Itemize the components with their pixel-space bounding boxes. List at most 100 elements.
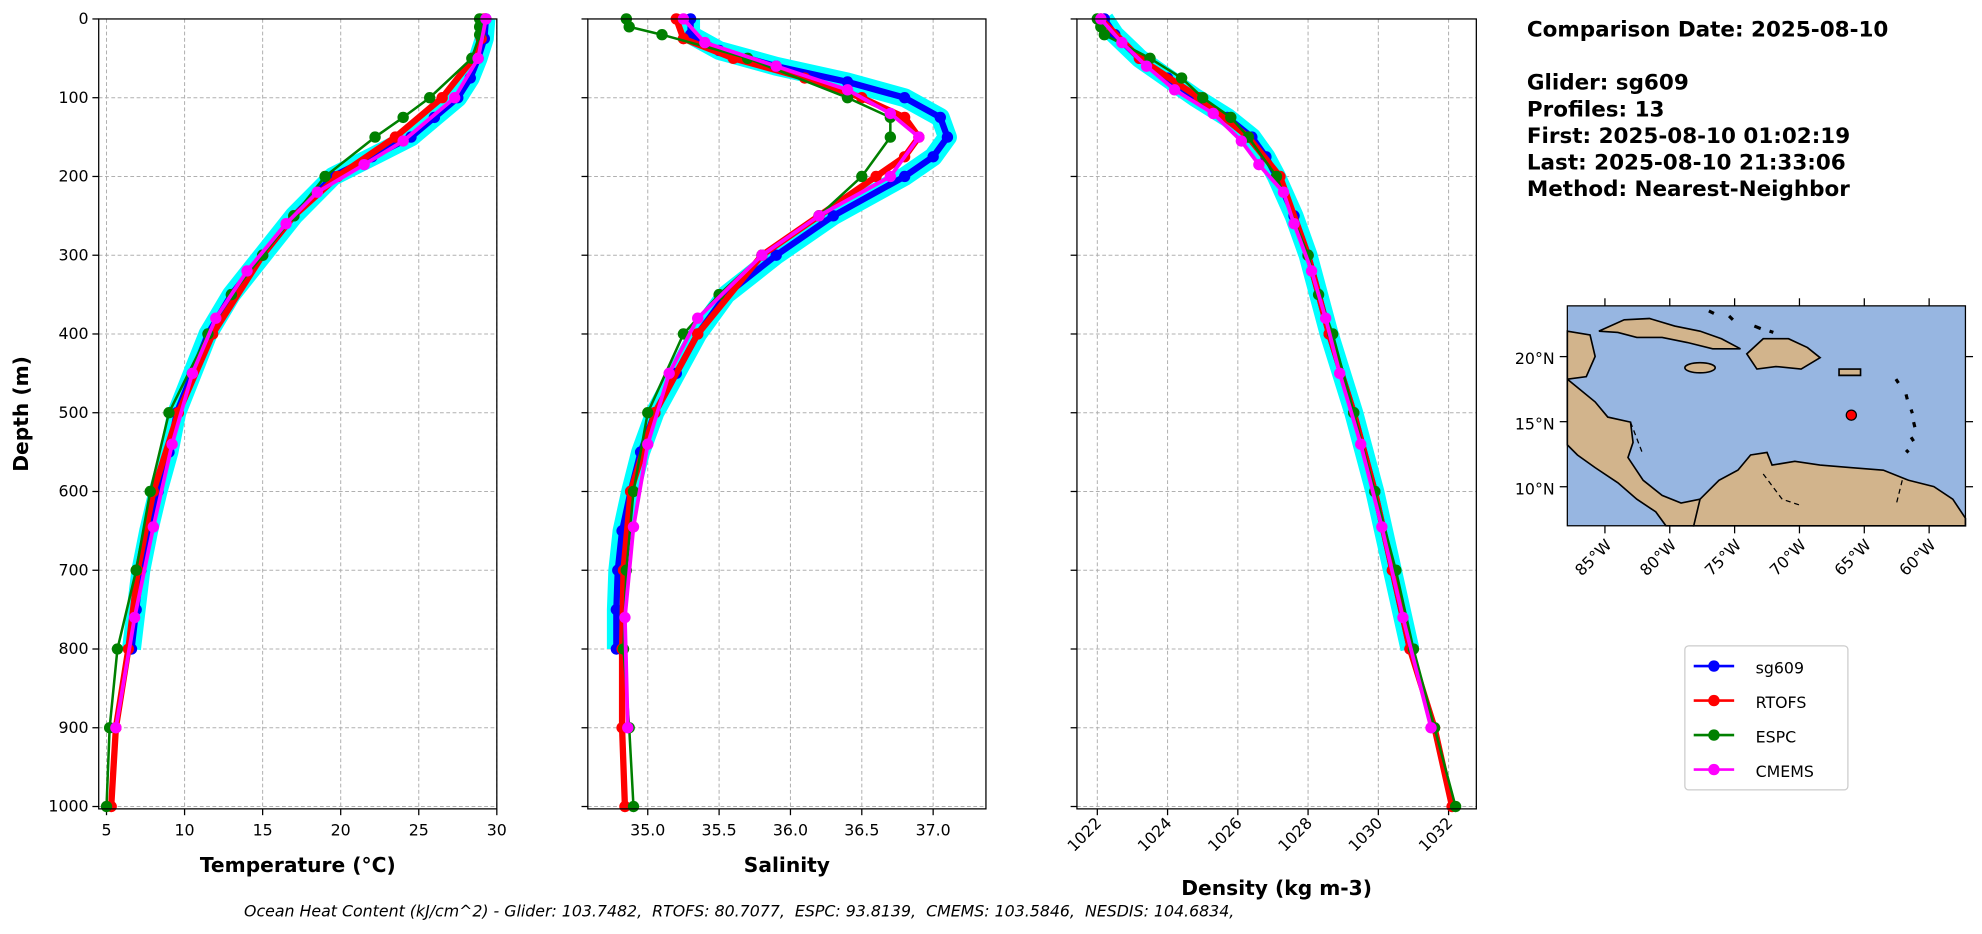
series-marker — [1140, 60, 1153, 72]
info-line: Glider: sg609 — [1527, 71, 1689, 96]
x-tick-label: 20 — [331, 820, 351, 839]
plot-area — [606, 13, 957, 813]
series-marker — [941, 131, 954, 143]
x-tick-label: 1032 — [1415, 813, 1457, 855]
jamaica — [1684, 361, 1717, 374]
series-marker — [1197, 92, 1209, 104]
series-marker — [642, 438, 654, 450]
legend-label: CMEMS — [1756, 762, 1814, 781]
y-tick-label: 500 — [58, 403, 88, 422]
legend-label: RTOFS — [1756, 693, 1807, 712]
series-marker — [147, 521, 160, 533]
legend-box — [1684, 645, 1849, 791]
series-marker — [898, 111, 911, 124]
series-marker — [241, 265, 253, 277]
x-tick-label: 35.5 — [702, 820, 737, 839]
series-marker — [110, 722, 122, 734]
series-marker — [144, 485, 156, 498]
x-axis-label: Density (kg m-3) — [1181, 876, 1372, 900]
series-marker — [280, 218, 292, 230]
series-marker — [128, 611, 141, 624]
series-marker — [619, 611, 631, 624]
series-marker — [1288, 218, 1300, 230]
series-marker — [1397, 611, 1409, 624]
x-tick-label: 85°W — [1571, 535, 1616, 580]
info-line: Comparison Date: 2025-08-10 — [1527, 18, 1888, 43]
axes-frame — [587, 18, 987, 810]
islands — [1708, 309, 1917, 454]
info-line: Method: Nearest-Neighbor — [1527, 177, 1850, 202]
series-marker — [627, 521, 640, 533]
series-marker — [1253, 158, 1265, 171]
series-marker — [827, 210, 839, 222]
series-marker — [770, 249, 782, 261]
series-marker — [642, 407, 654, 419]
x-tick-label: 25 — [409, 820, 429, 839]
series-marker — [319, 170, 331, 183]
series-marker — [856, 170, 868, 183]
series-marker — [358, 158, 370, 171]
series-marker — [397, 111, 409, 124]
series-marker — [1333, 367, 1346, 380]
series-marker — [884, 131, 897, 143]
series-marker — [898, 92, 911, 104]
series-marker — [692, 312, 704, 324]
series-marker — [1116, 36, 1128, 49]
y-tick-label: 200 — [58, 167, 88, 186]
series-marker — [699, 36, 711, 49]
series-line — [618, 17, 923, 807]
y-tick-label: 700 — [58, 560, 88, 579]
y-tick-label: 800 — [58, 639, 88, 658]
series-marker — [100, 800, 113, 813]
axes-frame — [98, 18, 498, 810]
series-marker — [884, 107, 897, 120]
series-marker — [610, 603, 623, 616]
series-marker — [311, 186, 323, 198]
x-tick-label: 1024 — [1134, 813, 1176, 855]
y-tick-label: 1000 — [48, 797, 88, 816]
series-marker — [448, 92, 461, 104]
x-tick-label: 65°W — [1830, 535, 1875, 580]
series-marker — [1225, 111, 1237, 124]
hispaniola — [1745, 337, 1822, 370]
series-marker — [130, 564, 142, 576]
series-marker — [210, 312, 222, 324]
x-tick-label: 60°W — [1895, 535, 1940, 580]
legend-marker — [1708, 660, 1720, 672]
plot-area — [1091, 13, 1462, 813]
series-marker — [623, 21, 635, 33]
y-tick-label: 900 — [58, 718, 88, 737]
x-tick-label: 1028 — [1274, 813, 1316, 855]
series-marker — [186, 367, 199, 380]
x-tick-label: 1026 — [1204, 813, 1246, 855]
series-marker — [166, 438, 178, 450]
puerto-rico — [1838, 368, 1862, 377]
series-marker — [1319, 312, 1332, 324]
x-tick-label: 36.0 — [773, 820, 808, 839]
plot-area — [100, 13, 496, 813]
series-marker — [1449, 800, 1462, 813]
map-frame — [1566, 305, 1967, 527]
glider-position — [1845, 409, 1858, 421]
series-marker — [1235, 135, 1248, 147]
info-line: Profiles: 13 — [1527, 97, 1665, 122]
x-tick-label: 80°W — [1636, 535, 1681, 580]
series-marker — [1175, 72, 1188, 84]
series-marker — [884, 170, 897, 183]
series-marker — [656, 29, 668, 41]
series-line — [114, 18, 488, 729]
series-marker — [472, 52, 484, 65]
y-tick-label: 600 — [58, 482, 88, 501]
series-marker — [927, 151, 939, 163]
series-marker — [770, 60, 782, 72]
x-axis-label: Salinity — [744, 853, 830, 877]
map-land — [1566, 305, 1967, 527]
series-marker — [369, 131, 381, 143]
x-tick-label: 35.0 — [630, 820, 665, 839]
series-marker — [841, 92, 854, 104]
series-marker — [424, 92, 436, 104]
series-marker — [627, 485, 640, 498]
x-tick-label: 70°W — [1766, 535, 1811, 580]
series-marker — [436, 92, 448, 104]
